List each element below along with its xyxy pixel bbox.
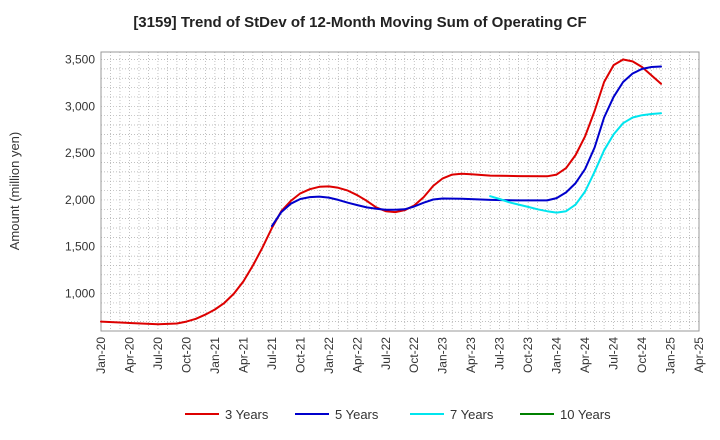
x-tick-label: Jul-21 [265,337,279,370]
y-axis-label: Amount (million yen) [7,132,22,251]
x-tick-labels: Jan-20 Apr-20 Jul-20 Oct-20 Jan-21 Apr-21 Jul-… [94,337,706,374]
y-tick-label: 3,500 [65,52,95,66]
legend-label: 10 Years [560,407,611,422]
x-tick-label: Apr-23 [464,337,478,373]
x-tick-label: Apr-25 [692,337,706,373]
y-tick-label: 2,500 [65,146,95,160]
legend-label: 5 Years [335,407,379,422]
x-tick-label: Apr-24 [578,337,592,373]
series-line-2 [270,65,662,228]
legend-label: 3 Years [225,407,269,422]
y-tick-label: 1,500 [65,240,95,254]
x-tick-label: Apr-20 [122,337,136,373]
plot-frame [100,51,700,332]
x-tick-label: Jan-22 [322,337,336,374]
x-tick-label: Oct-24 [635,337,649,373]
series-line-1 [100,58,662,326]
x-tick-label: Jul-20 [151,337,165,370]
x-tick-label: Apr-22 [350,337,364,373]
x-tick-label: Jul-22 [379,337,393,370]
grid-layer [100,52,700,331]
x-tick-label: Jan-21 [208,337,222,374]
x-tick-label: Jul-24 [607,337,621,370]
y-tick-label: 3,000 [65,99,95,113]
x-tick-label: Oct-23 [521,337,535,373]
series-layer [100,58,662,326]
x-tick-label: Jan-25 [664,337,678,374]
legend: 3 Years 5 Years 7 Years 10 Years [185,407,611,422]
y-tick-label: 2,000 [65,193,95,207]
x-tick-label: Apr-21 [236,337,250,373]
chart-title: [3159] Trend of StDev of 12-Month Moving… [133,14,587,31]
x-tick-label: Jul-23 [493,337,507,370]
x-tick-label: Jan-20 [94,337,108,374]
x-tick-label: Oct-21 [293,337,307,373]
x-tick-label: Jan-24 [550,337,564,374]
x-tick-label: Jan-23 [436,337,450,374]
x-tick-label: Oct-22 [407,337,421,373]
y-tick-label: 1,000 [65,287,95,301]
series-line-3 [489,112,662,214]
y-tick-labels: 1,000 1,500 2,000 2,500 3,000 3,500 [65,52,95,300]
legend-label: 7 Years [450,407,494,422]
x-tick-label: Oct-20 [179,337,193,373]
